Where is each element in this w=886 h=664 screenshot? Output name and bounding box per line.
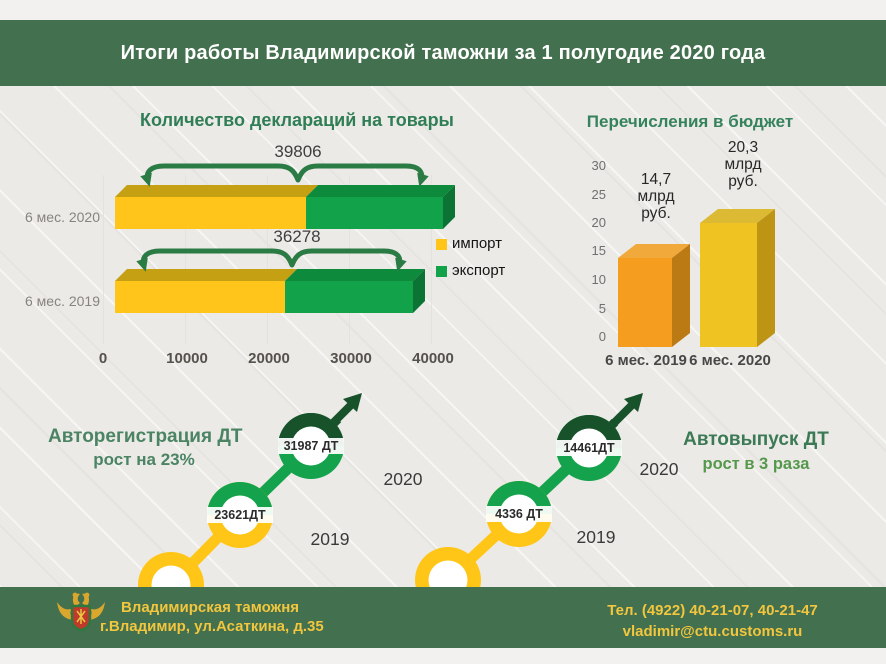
export-bar-top-face bbox=[306, 185, 455, 197]
y-tick-20: 20 bbox=[591, 215, 606, 230]
year-label-2019: 2019 bbox=[310, 529, 350, 549]
import-bar-top-face bbox=[115, 269, 297, 281]
bottom-decor-strip bbox=[0, 648, 886, 664]
value-line: 20,3 bbox=[727, 139, 759, 156]
export-bar-segment bbox=[285, 281, 413, 313]
declarations-bar-2019 bbox=[115, 269, 425, 313]
budget-value-2019: 14,7 млрд руб. bbox=[616, 171, 696, 222]
year-label-2019: 2019 bbox=[576, 527, 616, 547]
footer-org-name: Владимирская таможня bbox=[120, 599, 300, 616]
import-bar-segment bbox=[115, 197, 306, 229]
declarations-chart-title: Количество деклараций на товары bbox=[140, 110, 454, 130]
export-bar-side-face bbox=[413, 269, 425, 313]
row-label-2020: 6 мес. 2020 bbox=[24, 209, 100, 225]
declarations-bar-2020 bbox=[115, 185, 455, 229]
value-line: руб. bbox=[728, 173, 758, 190]
y-tick-30: 30 bbox=[591, 158, 606, 173]
import-bar-segment bbox=[115, 281, 285, 313]
footer-org-address: г.Владимир, ул.Асаткина, д.35 bbox=[100, 618, 324, 635]
x-tick-40000: 40000 bbox=[412, 350, 454, 367]
autorelease-title: Автовыпуск ДТ bbox=[683, 429, 829, 450]
y-tick-25: 25 bbox=[591, 187, 606, 202]
column-top-face bbox=[700, 209, 775, 223]
step-value-2020: 31987 ДТ bbox=[278, 438, 344, 454]
value-line: млрд bbox=[637, 188, 675, 205]
footer-bar: Владимирская таможня г.Владимир, ул.Асат… bbox=[0, 587, 886, 648]
export-bar-top-face bbox=[285, 269, 425, 281]
growth-arrow-icon bbox=[624, 393, 643, 412]
budget-category-2019: 6 мес. 2019 bbox=[605, 352, 687, 369]
export-bar-segment bbox=[306, 197, 443, 229]
year-label-2020: 2020 bbox=[383, 469, 423, 489]
x-tick-10000: 10000 bbox=[166, 350, 208, 367]
budget-column-2019 bbox=[618, 244, 690, 347]
export-bar-side-face bbox=[443, 185, 455, 229]
x-tick-0: 0 bbox=[98, 350, 108, 367]
x-tick-20000: 20000 bbox=[248, 350, 290, 367]
customs-emblem-icon bbox=[57, 592, 105, 632]
legend-label-export: экспорт bbox=[452, 262, 506, 279]
budget-column-2020 bbox=[700, 209, 775, 347]
autorelease-steps-graphic bbox=[415, 393, 643, 613]
import-bar-top-face bbox=[115, 185, 318, 197]
step-value-2019: 23621ДТ bbox=[207, 507, 273, 523]
step-value-2020: 14461ДТ bbox=[556, 440, 622, 456]
y-tick-10: 10 bbox=[591, 272, 606, 287]
growth-arrow-icon bbox=[343, 393, 362, 412]
footer-email: vladimir@ctu.customs.ru bbox=[622, 623, 803, 640]
value-line: руб. bbox=[641, 205, 671, 222]
value-line: млрд bbox=[724, 156, 762, 173]
row-label-2019: 6 мес. 2019 bbox=[24, 293, 100, 309]
step-value-2019: 4336 ДТ bbox=[486, 506, 552, 522]
autoregistration-title: Авторегистрация ДТ bbox=[48, 426, 243, 447]
budget-category-2020: 6 мес. 2020 bbox=[689, 352, 771, 369]
growth-arrow-shaft bbox=[607, 402, 635, 430]
footer-contact-block: Тел. (4922) 40-21-07, 40-21-47 vladimir@… bbox=[560, 600, 865, 642]
footer-org-block: Владимирская таможня г.Владимир, ул.Асат… bbox=[100, 598, 324, 636]
budget-chart-title: Перечисления в бюджет bbox=[586, 112, 794, 131]
x-tick-30000: 30000 bbox=[330, 350, 372, 367]
autorelease-subtitle: рост в 3 раза bbox=[702, 455, 810, 473]
total-label-2019: 36278 bbox=[273, 227, 321, 246]
autoregistration-subtitle: рост на 23% bbox=[93, 450, 195, 469]
y-tick-15: 15 bbox=[591, 243, 606, 258]
column-top-face bbox=[618, 244, 690, 258]
y-tick-5: 5 bbox=[598, 301, 606, 316]
value-line: 14,7 bbox=[640, 171, 672, 188]
top-decor-strip bbox=[0, 0, 886, 20]
total-label-2020: 39806 bbox=[274, 142, 322, 161]
budget-value-2020: 20,3 млрд руб. bbox=[703, 139, 783, 190]
legend-swatch-import bbox=[436, 239, 447, 250]
slide-title: Итоги работы Владимирской таможни за 1 п… bbox=[120, 41, 766, 64]
header-bar: Итоги работы Владимирской таможни за 1 п… bbox=[0, 20, 886, 86]
span-arrow-icon bbox=[140, 163, 429, 187]
y-tick-0: 0 bbox=[598, 329, 606, 344]
column-front-face bbox=[618, 258, 672, 347]
span-arrow-icon bbox=[136, 248, 407, 272]
footer-phone: Тел. (4922) 40-21-07, 40-21-47 bbox=[607, 602, 818, 619]
legend-swatch-export bbox=[436, 266, 447, 277]
year-label-2020: 2020 bbox=[639, 459, 679, 479]
column-side-face bbox=[757, 209, 775, 347]
legend-label-import: импорт bbox=[452, 235, 503, 252]
column-side-face bbox=[672, 244, 690, 347]
column-front-face bbox=[700, 223, 757, 347]
